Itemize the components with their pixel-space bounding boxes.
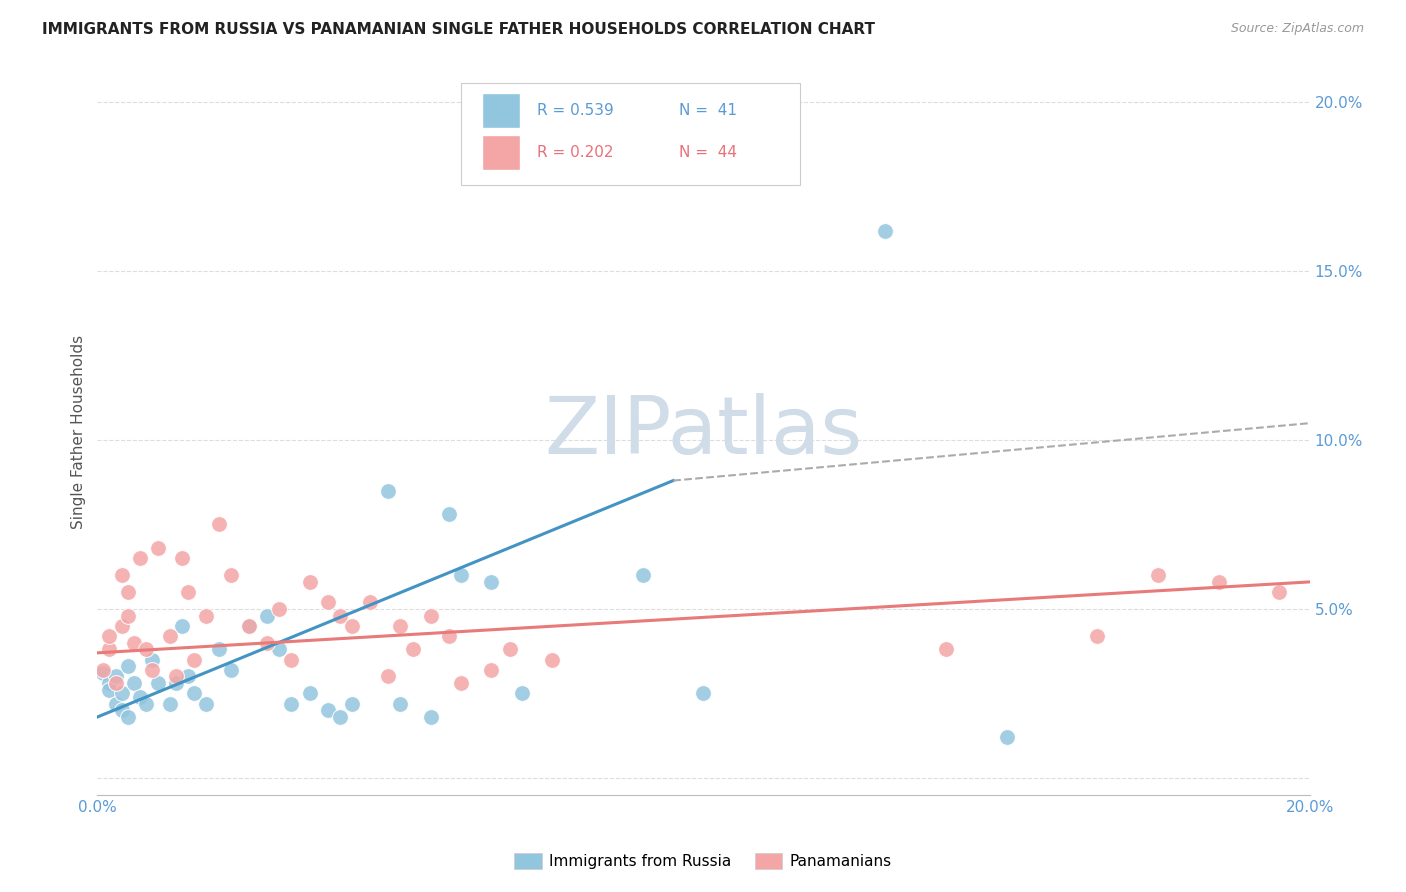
Point [122,636,145,650]
Point [146,676,169,690]
Point [479,574,502,589]
Point [340,697,363,711]
Point [479,663,502,677]
FancyBboxPatch shape [482,135,520,169]
Point [93,663,115,677]
Point [122,676,145,690]
Point [219,568,242,582]
Point [631,568,654,582]
Point [141,652,163,666]
Point [195,608,218,623]
Text: Source: ZipAtlas.com: Source: ZipAtlas.com [1230,22,1364,36]
Point [498,642,520,657]
Point [219,663,242,677]
Point [256,608,278,623]
Point [419,710,441,724]
Point [104,669,127,683]
Point [359,595,381,609]
Point [177,585,200,599]
Point [316,595,339,609]
Point [110,619,132,633]
Point [159,697,181,711]
Point [298,686,321,700]
Point [117,710,139,724]
Point [437,508,460,522]
Point [141,663,163,677]
Point [135,697,157,711]
Text: IMMIGRANTS FROM RUSSIA VS PANAMANIAN SINGLE FATHER HOUSEHOLDS CORRELATION CHART: IMMIGRANTS FROM RUSSIA VS PANAMANIAN SIN… [42,22,875,37]
FancyBboxPatch shape [461,83,800,185]
Point [104,676,127,690]
Point [329,608,352,623]
Point [437,629,460,643]
Point [450,568,472,582]
Point [128,551,150,566]
Point [377,483,399,498]
Point [450,676,472,690]
Point [692,686,714,700]
Point [329,710,352,724]
Point [98,683,121,698]
Point [195,697,218,711]
FancyBboxPatch shape [482,94,520,128]
Point [117,659,139,673]
Text: N =  41: N = 41 [679,103,737,119]
Point [104,697,127,711]
Point [159,629,181,643]
Point [93,666,115,681]
Point [1268,585,1291,599]
Text: N =  44: N = 44 [679,145,737,160]
Point [510,686,533,700]
Point [875,224,897,238]
Point [541,652,564,666]
Point [377,669,399,683]
Point [238,619,260,633]
Point [98,629,121,643]
Point [128,690,150,704]
Point [98,642,121,657]
Point [110,703,132,717]
Point [207,517,229,532]
Point [269,602,291,616]
Legend: Immigrants from Russia, Panamanians: Immigrants from Russia, Panamanians [508,847,898,875]
Point [183,686,205,700]
Point [1208,574,1230,589]
Point [280,697,302,711]
Point [340,619,363,633]
Point [117,608,139,623]
Point [238,619,260,633]
Point [269,642,291,657]
Point [1087,629,1109,643]
Point [256,636,278,650]
Point [419,608,441,623]
Point [135,642,157,657]
Point [280,652,302,666]
Point [207,642,229,657]
Point [401,642,423,657]
Point [165,669,187,683]
Point [98,676,121,690]
Point [172,551,194,566]
Point [298,574,321,589]
Text: ZIPatlas: ZIPatlas [544,392,862,471]
Point [110,686,132,700]
Point [110,568,132,582]
Y-axis label: Single Father Households: Single Father Households [72,334,86,529]
Point [995,731,1018,745]
Point [316,703,339,717]
Point [1147,568,1170,582]
Point [183,652,205,666]
Point [117,585,139,599]
Point [146,541,169,556]
Point [389,697,412,711]
Point [389,619,412,633]
Text: R = 0.202: R = 0.202 [537,145,614,160]
Point [177,669,200,683]
Point [172,619,194,633]
Point [165,676,187,690]
Point [935,642,957,657]
Text: R = 0.539: R = 0.539 [537,103,614,119]
